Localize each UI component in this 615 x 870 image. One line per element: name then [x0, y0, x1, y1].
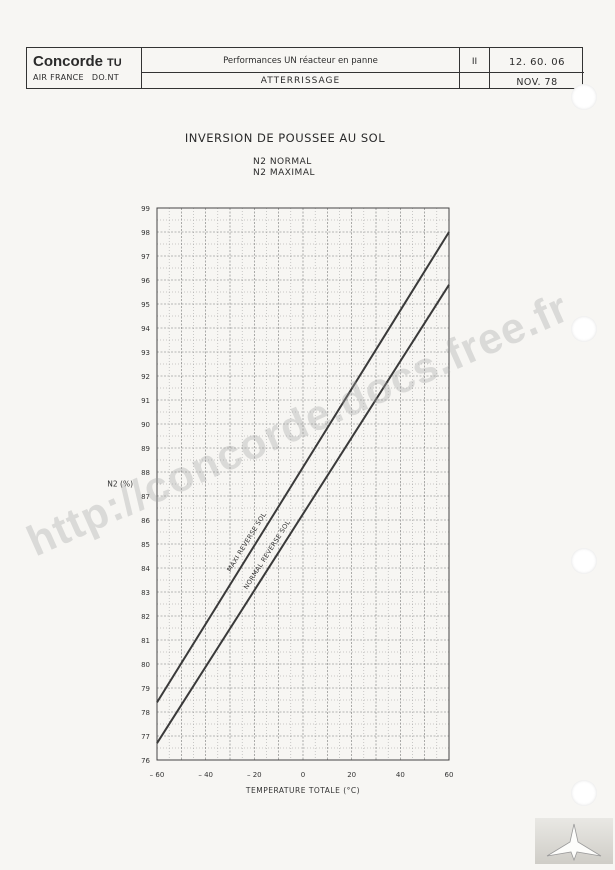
subsection-title: ATTERRISSAGE — [260, 76, 341, 86]
department: DO.NT — [91, 73, 119, 82]
divider — [460, 72, 489, 73]
plot-frame — [156, 207, 450, 761]
y-axis-label: N2 (%) — [107, 479, 133, 488]
y-tick-label: 89 — [141, 445, 150, 453]
y-tick-label: 83 — [141, 589, 150, 597]
binder-hole — [571, 84, 597, 110]
volume-number: II — [471, 57, 478, 67]
x-tick-label: 60 — [445, 771, 454, 779]
y-tick-label: 80 — [141, 661, 150, 669]
y-tick-label: 96 — [141, 277, 150, 285]
series-line — [156, 231, 450, 703]
y-tick-label: 86 — [141, 517, 150, 525]
x-tick-label: – 60 — [150, 771, 165, 779]
y-tick-label: 82 — [141, 613, 150, 621]
y-tick-label: 99 — [141, 205, 150, 213]
chart-subtitle-normal: N2 NORMAL — [253, 157, 312, 167]
y-tick-label: 93 — [141, 349, 150, 357]
brand: Concorde TU — [33, 53, 122, 70]
y-tick-label: 88 — [141, 469, 150, 477]
y-tick-label: 85 — [141, 541, 150, 549]
brand-cell: Concorde TU AIR FRANCE DO.NT — [27, 48, 142, 88]
x-tick-label: – 40 — [198, 771, 213, 779]
binder-hole — [571, 316, 597, 342]
y-tick-label: 79 — [141, 685, 150, 693]
brand-suffix: TU — [107, 57, 122, 69]
section-title: Performances UN réacteur en panne — [223, 56, 378, 66]
y-tick-label: 92 — [141, 373, 150, 381]
y-tick-label: 78 — [141, 709, 150, 717]
binder-hole — [571, 780, 597, 806]
section-cell: Performances UN réacteur en panne ATTERR… — [142, 48, 460, 88]
airline-line: AIR FRANCE DO.NT — [33, 73, 119, 82]
divider — [142, 72, 459, 73]
document-header: Concorde TU AIR FRANCE DO.NT Performances … — [26, 47, 584, 89]
y-tick-label: 87 — [141, 493, 150, 501]
brand-name: Concorde — [33, 53, 104, 70]
y-tick-label: 94 — [141, 325, 150, 333]
concorde-aircraft-icon — [546, 823, 602, 862]
x-tick-label: – 20 — [247, 771, 262, 779]
volume-cell: II — [460, 48, 490, 88]
chart-subtitle-maximal: N2 MAXIMAL — [253, 168, 315, 178]
y-tick-label: 76 — [141, 757, 150, 765]
x-axis-label: TEMPERATURE TOTALE (°C) — [245, 786, 360, 795]
airline-name: AIR FRANCE — [33, 73, 84, 82]
y-tick-label: 84 — [141, 565, 150, 573]
x-tick-label: 40 — [396, 771, 405, 779]
reference-cell: 12. 60. 06 NOV. 78 — [490, 48, 584, 88]
y-tick-label: 98 — [141, 229, 150, 237]
series-line — [156, 284, 450, 744]
y-tick-label: 91 — [141, 397, 150, 405]
y-tick-label: 90 — [141, 421, 150, 429]
x-tick-label: 0 — [301, 771, 305, 779]
y-tick-label: 97 — [141, 253, 150, 261]
document-date: NOV. 78 — [516, 77, 558, 88]
binder-hole — [571, 548, 597, 574]
chart-title: INVERSION DE POUSSEE AU SOL — [184, 131, 386, 145]
concorde-thumbnail — [535, 818, 613, 864]
document-code: 12. 60. 06 — [509, 57, 565, 68]
x-tick-label: 20 — [347, 771, 356, 779]
divider — [490, 72, 584, 73]
y-tick-label: 77 — [141, 733, 150, 741]
y-tick-label: 81 — [141, 637, 150, 645]
y-tick-label: 95 — [141, 301, 150, 309]
